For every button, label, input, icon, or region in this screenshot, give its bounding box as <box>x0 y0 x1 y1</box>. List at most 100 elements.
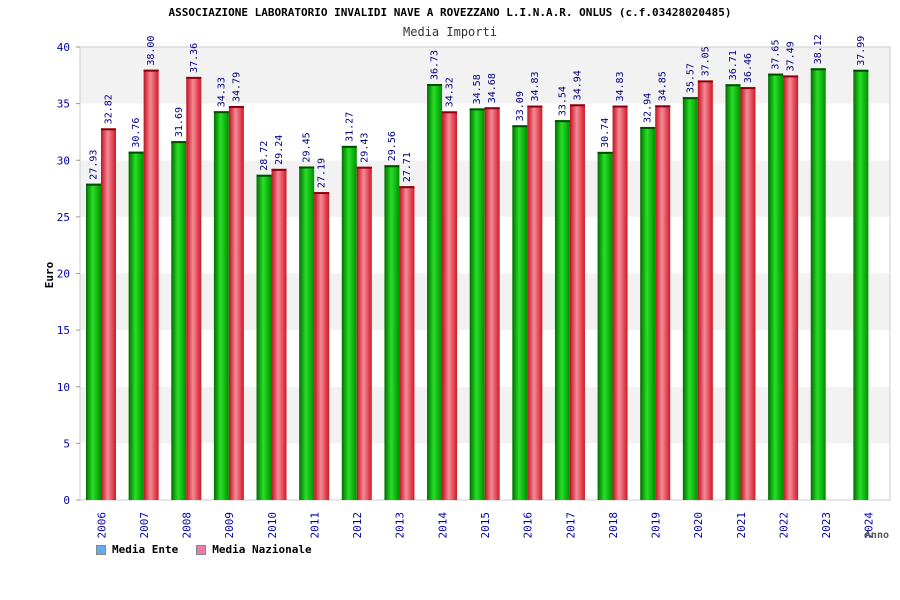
data-label-media-nazionale: 32.82 <box>104 94 115 124</box>
bar-cap-media-nazionale <box>356 166 372 169</box>
bar-cap-media-ente <box>256 174 272 177</box>
data-label-media-ente: 31.69 <box>174 107 185 137</box>
bar-cap-media-ente <box>341 145 357 148</box>
bar-media-nazionale <box>228 106 244 501</box>
bar-media-nazionale <box>101 128 116 500</box>
data-label-media-ente: 33.54 <box>557 86 568 116</box>
bar-cap-media-ente <box>86 183 101 186</box>
bar-media-nazionale <box>484 107 500 501</box>
bar-media-nazionale <box>399 186 415 500</box>
bar-cap-media-nazionale <box>399 186 415 189</box>
bar-cap-media-nazionale <box>484 107 500 110</box>
bar-media-ente <box>427 84 443 501</box>
data-label-media-ente: 33.09 <box>515 91 526 121</box>
data-label-media-nazionale: 38.00 <box>146 36 157 66</box>
data-label-media-nazionale: 34.83 <box>530 71 541 101</box>
bar-media-nazionale <box>356 166 372 500</box>
bar-media-nazionale <box>740 87 756 500</box>
data-label-media-ente: 29.45 <box>302 132 313 162</box>
data-label-media-ente: 31.27 <box>344 112 355 142</box>
bar-cap-media-nazionale <box>569 104 585 107</box>
x-tick-label: 2012 <box>351 512 364 539</box>
bar-media-ente <box>128 151 144 500</box>
bar-cap-media-nazionale <box>101 128 116 131</box>
bar-cap-media-nazionale <box>143 69 159 72</box>
bar-media-ente <box>512 125 528 501</box>
data-label-media-nazionale: 29.43 <box>359 133 370 163</box>
data-label-media-ente: 37.65 <box>771 40 782 70</box>
x-tick-label: 2020 <box>692 512 705 539</box>
bar-cap-media-ente <box>597 151 613 154</box>
bar-cap-media-nazionale <box>186 76 202 79</box>
x-tick-label: 2013 <box>394 512 407 539</box>
bar-media-ente <box>640 126 656 500</box>
y-tick-label: 35 <box>57 98 70 111</box>
bar-cap-media-ente <box>554 120 570 123</box>
y-tick-label: 15 <box>57 324 70 337</box>
bars-group: 27.93 32.82 30.76 38.00 31.69 37.36 34.33 34.79… <box>86 34 869 501</box>
bar-media-ente <box>810 68 826 500</box>
data-label-media-ente: 30.74 <box>600 118 611 148</box>
bar-cap-media-nazionale <box>783 75 799 78</box>
data-label-media-nazionale: 37.36 <box>189 43 200 73</box>
bar-cap-media-ente <box>384 165 400 168</box>
bar-cap-media-ente <box>725 84 741 87</box>
bar-cap-media-nazionale <box>697 80 713 83</box>
bar-media-ente <box>171 141 187 500</box>
bar-media-nazionale <box>612 105 628 501</box>
bar-media-ente <box>597 151 613 500</box>
data-label-media-nazionale: 34.79 <box>231 72 242 102</box>
bar-cap-media-ente <box>640 126 656 129</box>
x-tick-label: 2006 <box>95 512 108 539</box>
bar-media-ente <box>86 183 101 500</box>
y-tick-label: 30 <box>57 154 70 167</box>
data-label-media-ente: 37.99 <box>856 36 867 66</box>
bar-cap-media-ente <box>810 68 826 71</box>
bar-media-ente <box>469 108 485 500</box>
bar-cap-media-nazionale <box>228 106 244 109</box>
legend-label-media-ente: Media Ente <box>112 543 179 556</box>
data-label-media-nazionale: 34.94 <box>572 70 583 100</box>
data-label-media-nazionale: 34.83 <box>615 71 626 101</box>
bar-media-nazionale <box>783 75 799 500</box>
bar-cap-media-nazionale <box>612 105 628 108</box>
chart-subtitle: Media Importi <box>403 25 497 39</box>
bar-media-nazionale <box>442 111 458 501</box>
bar-media-ente <box>256 174 272 500</box>
bar-cap-media-ente <box>469 108 485 111</box>
x-tick-label: 2014 <box>436 512 449 539</box>
bar-cap-media-ente <box>512 125 528 128</box>
bar-media-ente <box>213 111 229 500</box>
bar-media-nazionale <box>314 192 330 501</box>
data-label-media-nazionale: 34.32 <box>445 77 456 107</box>
bar-media-nazionale <box>697 80 713 500</box>
bar-cap-media-nazionale <box>271 168 287 171</box>
bar-media-ente <box>554 120 570 501</box>
data-label-media-ente: 29.56 <box>387 131 398 161</box>
bar-media-nazionale <box>186 76 202 500</box>
data-label-media-ente: 30.76 <box>131 118 142 148</box>
bar-cap-media-ente <box>171 141 187 144</box>
bar-media-nazionale <box>143 69 159 501</box>
x-tick-label: 2015 <box>479 512 492 539</box>
bar-media-ente <box>299 166 315 500</box>
x-tick-label: 2022 <box>777 512 790 539</box>
bar-cap-media-nazionale <box>527 105 543 108</box>
data-label-media-ente: 28.72 <box>259 141 270 171</box>
y-tick-label: 20 <box>57 268 70 281</box>
data-label-media-nazionale: 27.19 <box>317 158 328 188</box>
bar-media-ente <box>853 69 869 501</box>
y-axis: 0 5 10 15 20 25 30 35 40 <box>57 41 80 507</box>
y-tick-label: 5 <box>63 437 70 450</box>
data-label-media-ente: 38.12 <box>813 34 824 64</box>
data-label-media-ente: 27.93 <box>89 150 100 180</box>
bar-media-ente <box>341 145 357 500</box>
x-tick-label: 2008 <box>181 512 194 539</box>
bar-cap-media-ente <box>682 97 698 100</box>
x-tick-label: 2023 <box>820 512 833 539</box>
x-tick-label: 2016 <box>522 512 535 539</box>
bar-media-ente <box>682 97 698 501</box>
x-tick-label: 2009 <box>223 512 236 539</box>
bar-cap-media-ente <box>213 111 229 114</box>
